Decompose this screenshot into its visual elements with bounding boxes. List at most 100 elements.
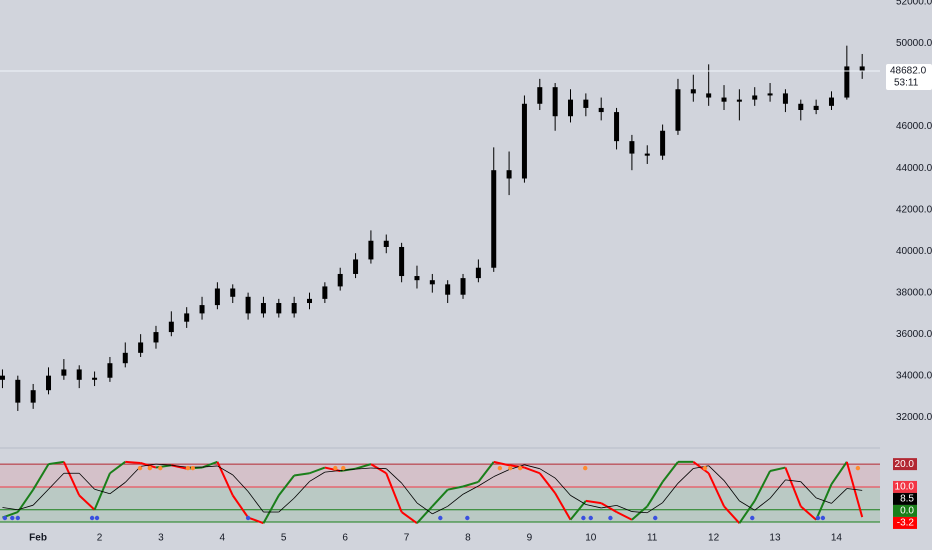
oscillator-segment — [646, 481, 664, 507]
oscillator-segment — [800, 481, 817, 499]
oscillator-segment — [693, 465, 709, 469]
value-badge-label: 8.5 — [900, 494, 914, 505]
oscillator-segment — [707, 472, 725, 507]
oscillator-segment — [831, 488, 848, 504]
oscillator-segment — [385, 468, 402, 484]
oscillator-segment — [585, 499, 602, 505]
y-tick-label: 34000.0 — [896, 370, 932, 381]
candle-body — [76, 369, 82, 380]
candle-body — [368, 240, 374, 260]
y-tick-label: 36000.0 — [896, 329, 932, 340]
oscillator-segment — [309, 471, 326, 482]
countdown-label: 53:11 — [894, 78, 919, 89]
y-tick-label: 50000.0 — [896, 38, 932, 49]
candle-body — [230, 288, 236, 297]
candle-body — [414, 276, 420, 281]
oversold-marker — [15, 515, 21, 521]
value-badge-label: -3.2 — [897, 518, 915, 529]
oversold-marker — [608, 515, 613, 521]
candle-body — [61, 369, 67, 376]
candle-body — [122, 352, 128, 364]
oscillator-segment — [539, 468, 556, 479]
x-tick-label: 4 — [220, 533, 226, 544]
oversold-marker — [2, 515, 8, 521]
oscillator-segment — [293, 481, 310, 499]
x-tick-label: 3 — [158, 533, 164, 544]
x-tick-label: 7 — [404, 533, 410, 544]
x-tick-label: 11 — [647, 533, 658, 544]
x-tick-label: 10 — [585, 533, 597, 544]
candle-body — [107, 363, 113, 378]
oscillator-segment — [462, 480, 479, 488]
oversold-marker — [89, 515, 95, 521]
candle-body — [690, 89, 696, 94]
oscillator-segment — [340, 468, 356, 471]
oversold-marker — [653, 515, 658, 521]
candle-body — [214, 288, 220, 306]
x-tick-label: 2 — [97, 533, 103, 544]
oscillator-segment — [231, 494, 249, 519]
candle-body — [521, 103, 527, 179]
candle-body — [383, 240, 389, 247]
oscillator-segment — [692, 461, 710, 475]
oversold-marker — [820, 515, 826, 521]
oversold-marker — [581, 515, 586, 521]
oscillator-segment — [708, 465, 725, 481]
oscillator-segment — [739, 500, 755, 511]
oscillator-segment — [570, 495, 587, 505]
oscillator-segment — [432, 505, 448, 515]
candle-body — [199, 305, 205, 314]
oscillator-segment — [401, 482, 418, 504]
value-badge-label: 0.0 — [900, 506, 914, 517]
oscillator-segment — [753, 470, 771, 502]
candle-body — [767, 93, 773, 96]
oscillator-segment — [155, 463, 172, 466]
oscillator-segment — [447, 493, 464, 507]
overbought-marker — [158, 465, 163, 471]
oscillator-segment — [309, 466, 326, 475]
candle-body — [491, 170, 497, 268]
candle-body — [629, 141, 635, 154]
oscillator-segment — [616, 511, 633, 521]
candle-body — [168, 321, 174, 333]
candle-body — [291, 303, 297, 314]
oversold-marker — [10, 515, 15, 521]
oversold-marker — [815, 515, 821, 521]
candle-body — [552, 87, 558, 117]
x-tick-label: 9 — [527, 533, 533, 544]
candle-body — [736, 99, 742, 102]
oscillator-segment — [524, 466, 541, 475]
oscillator-segment — [493, 460, 510, 467]
overbought-marker — [185, 465, 191, 471]
candle-body — [353, 259, 359, 274]
oscillator-segment — [202, 465, 218, 468]
candle-body — [184, 313, 190, 322]
candle-body — [46, 375, 52, 391]
y-tick-label: 40000.0 — [896, 246, 932, 257]
oscillator-segment — [78, 472, 95, 490]
oscillator-segment — [94, 488, 111, 495]
oscillator-segment — [846, 488, 863, 491]
oscillator-segment — [738, 500, 756, 524]
oscillator-segment — [569, 500, 587, 521]
oscillator-segment — [385, 472, 403, 513]
overbought-marker — [583, 465, 588, 471]
candle-body — [537, 87, 543, 104]
oscillator-segment — [477, 461, 495, 483]
candle-body — [429, 280, 435, 285]
candle-body — [245, 296, 251, 314]
oscillator-segment — [370, 467, 387, 470]
oversold-marker — [750, 515, 755, 521]
price-badge — [886, 63, 932, 90]
oscillator-segment — [662, 483, 679, 503]
oscillator-segment — [416, 505, 434, 524]
oscillator-segment — [109, 461, 126, 475]
candle-body — [721, 97, 727, 102]
oscillator-segment — [784, 467, 802, 507]
oversold-marker — [245, 515, 251, 521]
oscillator-segment — [554, 477, 571, 496]
candle-body — [798, 103, 804, 110]
overbought-marker — [508, 465, 513, 471]
